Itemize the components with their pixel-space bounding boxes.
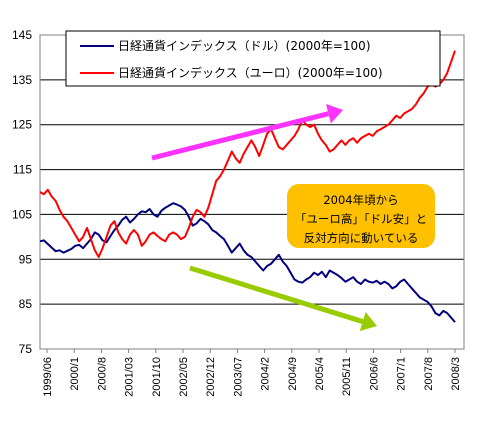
annotation-line-3: 反対方向に動いている — [304, 231, 419, 245]
annotation-line-1: 2004年頃から — [323, 193, 398, 207]
y-tick-label: 125 — [12, 118, 32, 132]
trend-arrow-down — [189, 265, 377, 332]
series-lines — [39, 50, 456, 323]
series-line-euro — [39, 50, 456, 258]
x-axis-ticks: 1999/06 2000/1 2000/8 2001/03 2001/10 2002/05… — [42, 349, 462, 397]
x-tick-label: 2002/12 — [205, 357, 217, 397]
legend-box — [65, 30, 441, 87]
x-tick-label: 2000/8 — [96, 357, 108, 391]
y-axis-ticks: 75 85 95 105 115 125 135 145 — [12, 28, 32, 356]
y-tick-label: 135 — [12, 73, 32, 87]
x-tick-label: 2004/2 — [260, 357, 272, 391]
x-tick-label: 1999/06 — [42, 357, 54, 397]
x-tick-label: 2006/6 — [368, 357, 380, 391]
series-line-dollar — [39, 202, 456, 323]
y-tick-label: 95 — [19, 252, 33, 266]
x-tick-label: 2001/03 — [124, 357, 136, 397]
x-tick-label: 2004/9 — [287, 357, 299, 391]
legend-label-euro: 日経通貨インデックス（ユーロ）(2000年=100) — [118, 65, 383, 80]
annotation-box: 2004年頃から 「ユーロ高」「ドル安」と 反対方向に動いている — [287, 184, 435, 248]
y-tick-label: 75 — [19, 342, 33, 356]
x-tick-label: 2001/10 — [151, 357, 163, 397]
annotation-line-2: 「ユーロ高」「ドル安」と — [295, 212, 427, 226]
x-tick-label: 2000/1 — [69, 357, 81, 391]
y-tick-label: 145 — [12, 28, 32, 42]
legend-label-dollar: 日経通貨インデックス（ドル）(2000年=100) — [118, 38, 371, 53]
x-tick-label: 2007/8 — [423, 357, 435, 391]
y-tick-label: 105 — [12, 207, 32, 221]
x-tick-label: 2005/11 — [341, 357, 353, 396]
x-tick-label: 2005/4 — [314, 357, 326, 391]
y-tick-label: 115 — [13, 163, 32, 177]
legend: 日経通貨インデックス（ドル）(2000年=100) 日経通貨インデックス（ユーロ… — [65, 30, 441, 87]
x-tick-label: 2003/07 — [232, 357, 244, 397]
x-tick-label: 2007/1 — [396, 357, 408, 391]
y-tick-label: 85 — [19, 297, 33, 311]
trend-arrow-up — [151, 103, 343, 161]
x-tick-label: 2008/3 — [450, 357, 462, 391]
x-tick-label: 2002/05 — [178, 357, 190, 397]
